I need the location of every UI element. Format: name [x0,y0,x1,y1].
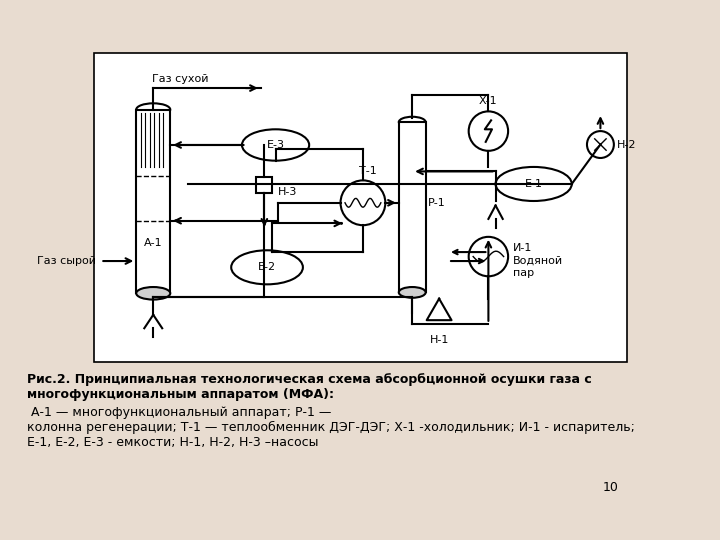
Text: И-1: И-1 [513,242,532,253]
Ellipse shape [136,103,170,116]
Text: Т-1: Т-1 [359,166,377,176]
Ellipse shape [495,167,572,201]
Text: Н-1: Н-1 [429,334,449,345]
Text: Е-1: Е-1 [525,179,543,189]
Text: Н-3: Н-3 [278,187,297,197]
Circle shape [587,131,614,158]
Text: А-1: А-1 [144,238,163,248]
Text: Р-1: Р-1 [428,198,446,208]
FancyBboxPatch shape [399,122,426,292]
Ellipse shape [399,287,426,298]
Text: Водяной: Водяной [513,256,563,266]
Text: 10: 10 [603,481,618,494]
Ellipse shape [399,117,426,127]
Text: Е-3: Е-3 [266,140,284,150]
Circle shape [469,111,508,151]
Ellipse shape [242,129,309,161]
Text: пар: пар [513,268,534,278]
Circle shape [469,237,508,276]
Circle shape [341,180,385,225]
Text: Х-1: Х-1 [479,96,498,106]
Text: Газ сырой: Газ сырой [37,256,96,266]
FancyBboxPatch shape [256,177,272,193]
FancyBboxPatch shape [136,110,170,293]
Ellipse shape [231,250,303,285]
Text: Н-2: Н-2 [616,139,636,150]
Text: А-1 — многофункциональный аппарат; Р-1 —
колонна регенерации; Т-1 — теплообменни: А-1 — многофункциональный аппарат; Р-1 —… [27,406,635,449]
Ellipse shape [136,287,170,300]
Text: Рис.2. Принципиальная технологическая схема абсорбционной осушки газа с
многофун: Рис.2. Принципиальная технологическая сх… [27,373,592,401]
FancyBboxPatch shape [94,53,627,362]
Text: Газ сухой: Газ сухой [152,73,208,84]
Text: Е-2: Е-2 [258,262,276,272]
